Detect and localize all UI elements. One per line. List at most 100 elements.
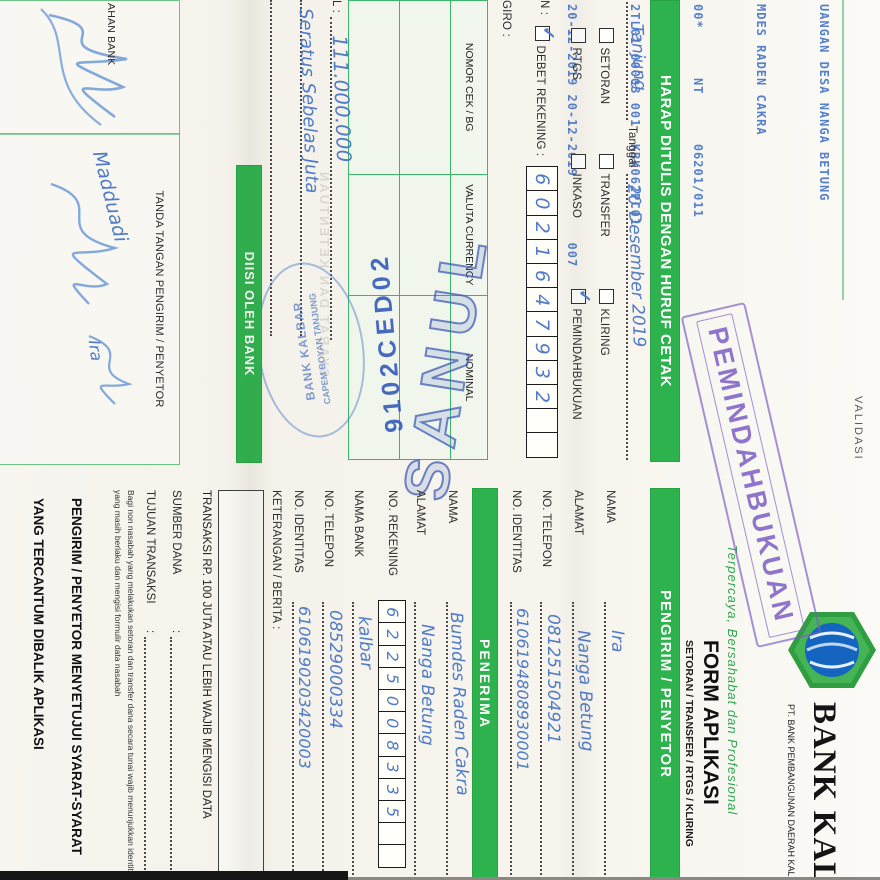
field-value-handwritten: Bumdes Raden Cakra [445, 611, 473, 797]
field-line: kalbar [352, 602, 376, 880]
bank-signature-box: AHAN BANK [0, 0, 180, 135]
field-label: NAMA BANK [352, 490, 364, 558]
rekening-number-boxes: 6 2 2 5 0 0 8 3 3 5 [378, 600, 406, 869]
digit-box [378, 844, 406, 869]
amount-prefix-label: L : [330, 0, 342, 13]
field-label: SUMBER DANA [170, 490, 182, 575]
field-pengirim-nama: NAMA Ira [604, 490, 627, 880]
field-label: NO. REKENING [386, 490, 398, 577]
checkbox-label: TRANSFER [598, 173, 610, 238]
digit: 6 [531, 173, 553, 186]
place-handwritten: Tanjung [626, 23, 650, 92]
digit: 2 [531, 221, 553, 234]
digit: 5 [383, 806, 402, 818]
digit: 1 [531, 245, 553, 258]
field-value-handwritten: 6106194808930001 [513, 608, 532, 771]
checkbox-rtgs: RTGS [568, 28, 586, 80]
digit: 2 [383, 651, 402, 662]
diisi-oleh-bank-banner: DIISI OLEH BANK [236, 165, 262, 463]
debet-rekening-row: N : ✓ DEBET REKENING : 6 0 2 1 6 4 7 9 3… [524, 0, 558, 462]
checkbox-setoran: SETORAN [596, 28, 614, 104]
bank-name: BANK KALBAR [806, 702, 842, 880]
table-header-nomor-cek: NOMOR CEK / BG [450, 0, 488, 175]
checkbox-box [571, 154, 586, 169]
digit-box: 2 [526, 214, 558, 241]
digit-box [378, 822, 406, 847]
field-line: 081251504921 [540, 602, 563, 880]
field-label: NO. IDENTITAS [510, 490, 522, 573]
digit: 0 [531, 197, 553, 210]
field-line [170, 637, 188, 880]
field-sumber-dana: SUMBER DANA : [170, 490, 188, 880]
checkbox-label: KLIRING [598, 308, 610, 356]
checkbox-inkaso: INKASO [568, 154, 586, 218]
bank-kalbar-logo [781, 600, 878, 700]
field-line [144, 637, 162, 880]
field-penerima-alamat: ALAMAT Nanga Betung [414, 490, 437, 880]
checkbox-transfer: TRANSFER [596, 154, 614, 237]
digit-box: 4 [526, 287, 558, 314]
field-pengirim-alamat: ALAMAT Nanga Betung [572, 490, 597, 880]
amount-handwritten: 111.000.000 [327, 34, 357, 163]
field-label: NO. TELEPON [540, 490, 552, 568]
checkbox-kliring: KLIRING [596, 289, 614, 356]
digit: 3 [383, 762, 402, 773]
checkbox-box: ✓ [571, 289, 594, 304]
digit: 8 [383, 740, 402, 751]
field-penerima-rekening: NO. REKENING 6 2 2 5 0 0 8 3 3 5 [378, 490, 406, 869]
checkbox-label: SETORAN [598, 47, 610, 105]
field-penerima-nama: NAMA Bumdes Raden Cakra [446, 490, 472, 880]
scan-edge [0, 877, 880, 880]
giro-label: GIRO : [500, 0, 512, 37]
digit: 7 [531, 318, 553, 331]
field-value-handwritten: 081251504921 [543, 614, 563, 744]
debet-account-number-boxes: 6 0 2 1 6 4 7 9 3 2 [526, 166, 558, 459]
field-pengirim-telepon: NO. TELEPON 081251504921 [540, 490, 563, 880]
penerima-section-banner: PENERIMA [472, 488, 498, 880]
digit-box: 3 [526, 359, 558, 386]
validation-line: UANGAN DESA NANGA BETUNG [817, 4, 831, 202]
bank-signature [40, 8, 128, 126]
checkbox-label: INKASO [570, 173, 582, 219]
field-pengirim-identitas: NO. IDENTITAS 6106194808930001 [510, 490, 532, 880]
checkbox-label: PEMINDAHBUKUAN [570, 308, 582, 420]
sender-signature-label: TANDA TANGAN PENGIRIM / PENYETOR [153, 190, 165, 408]
digit-box [526, 432, 558, 459]
digit-box: 2 [378, 644, 406, 669]
keterangan-label: KETERANGAN / BERITA : [270, 490, 282, 630]
terbilang-handwritten: Seratus Sebelas Juta [294, 7, 323, 194]
checkbox-box [599, 154, 614, 169]
digit-box: 5 [378, 800, 406, 825]
digit-box: 6 [378, 600, 406, 625]
tanggal-line: 20 Desember 2019 [623, 173, 649, 460]
field-value-handwritten: kalbar [353, 615, 377, 670]
digit-box: 8 [378, 733, 406, 758]
bank-signature-label: AHAN BANK [105, 3, 117, 66]
field-penerima-telepon: NO. TELEPON 08529000334 [322, 490, 345, 880]
place-line: Tanjung [626, 2, 650, 120]
field-value-handwritten: 08529000334 [325, 610, 345, 729]
smallprint-line2: yang masih berlaku dan mengisi formulir … [113, 490, 123, 697]
sender-signature [50, 182, 120, 305]
pengirim-section-banner: PENGIRIM / PENYETOR [650, 488, 680, 880]
field-line: 6106194808930001 [510, 602, 532, 880]
checkbox-mark: ✓ [539, 26, 558, 41]
rekening-prefix-label: N : [538, 0, 550, 16]
checkbox-box [599, 28, 614, 43]
checkbox-pemindahbukuan: ✓ PEMINDAHBUKUAN [568, 289, 594, 420]
digit-box: 2 [526, 384, 558, 411]
field-label: TUJUAN TRANSAKSI [144, 490, 156, 604]
pemindahbukuan-stamp-text: PEMINDAHBUKUAN [696, 312, 806, 638]
place-date-row: Tanjung Tanggal 20 Desember 2019 [623, 2, 650, 460]
field-line: Ira [604, 602, 627, 880]
digit-box: 0 [378, 711, 406, 736]
digit-box [526, 408, 558, 435]
validation-line: MDES RADEN CAKRA [754, 4, 768, 136]
bank-tagline: Terpercaya, Bersahabat dan Profesional [725, 545, 740, 816]
checkbox-box [599, 289, 614, 304]
digit: 3 [383, 784, 402, 795]
field-value-handwritten: 6106190203420003 [295, 606, 314, 769]
digit-box: 9 [526, 335, 558, 362]
digit-box: 1 [526, 238, 558, 265]
